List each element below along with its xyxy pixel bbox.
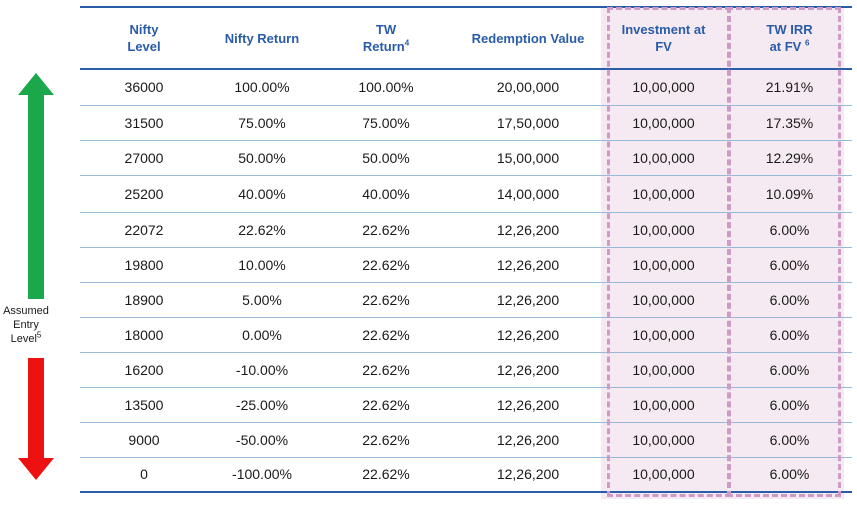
table-row: 13500 -25.00% 22.62% 12,26,200 10,00,000 6.00…: [80, 386, 852, 422]
down-arrow-icon: [18, 358, 54, 480]
header-row: Nifty Level Nifty Return TW Return4 Redemp…: [80, 6, 852, 70]
cell-tw-irr: 6.00%: [727, 211, 852, 247]
cell-tw-return: 100.00%: [358, 79, 414, 96]
cell-nifty-level: 13500: [80, 386, 208, 422]
cell-investment-fv: 10,00,000: [600, 281, 727, 317]
table-row: 25200 40.00% 40.00% 14,00,000 10,00,000 10.09…: [80, 174, 852, 212]
cell-investment-fv: 10,00,000: [600, 421, 727, 457]
cell-investment-fv: 10,00,000: [600, 139, 727, 175]
cell-tw-return: 22.62%: [316, 456, 456, 493]
cell-nifty-level: 36000: [124, 79, 164, 96]
cell-tw-return: 22.62%: [316, 351, 456, 387]
cell-tw-return: 22.62%: [316, 316, 456, 352]
cell-investment-fv: 10,00,000: [600, 316, 727, 352]
cell-redemption-value: 17,50,000: [456, 104, 600, 140]
investment-column-highlight: [607, 7, 731, 497]
cell-tw-irr: 6.00%: [727, 456, 852, 493]
header-nifty-level: Nifty Level: [80, 6, 208, 70]
up-arrow-icon: [18, 73, 54, 299]
cell-investment-fv: 10,00,000: [600, 246, 727, 282]
cell-investment-fv: 10,00,000: [600, 456, 727, 493]
cell-tw-irr: 6.00%: [727, 386, 852, 422]
cell-tw-irr: 21.91%: [765, 79, 814, 96]
cell-nifty-return: 75.00%: [208, 104, 316, 140]
cell-redemption-value: 12,26,200: [456, 351, 600, 387]
cell-investment-fv: 10,00,000: [600, 351, 727, 387]
table-row: 16200 -10.00% 22.62% 12,26,200 10,00,000 6.00…: [80, 351, 852, 387]
table-row: 31500 75.00% 75.00% 17,50,000 10,00,000 17.35…: [80, 104, 852, 140]
cell-nifty-return: 22.62%: [208, 211, 316, 247]
scenario-table: Nifty Level Nifty Return TW Return4 Redemp…: [80, 6, 852, 493]
cell-tw-return: 75.00%: [316, 104, 456, 140]
cell-redemption-value: 12,26,200: [456, 211, 600, 247]
cell-nifty-level: 16200: [80, 351, 208, 387]
cell-redemption-value: 12,26,200: [456, 281, 600, 317]
table-row: 19800 10.00% 22.62% 12,26,200 10,00,000 6.00%: [80, 246, 852, 282]
cell-tw-irr: 6.00%: [727, 246, 852, 282]
cell-nifty-level: 19800: [80, 246, 208, 282]
cell-redemption-value: 12,26,200: [456, 246, 600, 282]
cell-redemption-value: 15,00,000: [456, 139, 600, 175]
header-investment-fv: Investment at FV: [600, 6, 727, 70]
cell-nifty-return: -100.00%: [208, 456, 316, 493]
cell-investment-fv: 10,00,000: [632, 79, 695, 96]
cell-nifty-return: -50.00%: [208, 421, 316, 457]
header-redemption-value: Redemption Value: [456, 6, 600, 70]
cell-tw-return: 22.62%: [316, 386, 456, 422]
cell-redemption-value: 14,00,000: [456, 174, 600, 212]
cell-tw-irr: 6.00%: [727, 281, 852, 317]
cell-nifty-level: 27000: [80, 139, 208, 175]
cell-nifty-level: 22072: [80, 211, 208, 247]
header-tw-irr: TW IRR at FV 6: [727, 6, 852, 70]
cell-tw-return: 50.00%: [316, 139, 456, 175]
cell-tw-return: 22.62%: [316, 421, 456, 457]
assumed-entry-level-label: Assumed Entry Level5: [3, 305, 49, 345]
cell-nifty-level: 18900: [80, 281, 208, 317]
cell-tw-return: 22.62%: [316, 281, 456, 317]
cell-tw-return: 22.62%: [316, 211, 456, 247]
cell-nifty-return: -10.00%: [208, 351, 316, 387]
cell-nifty-return: 50.00%: [208, 139, 316, 175]
cell-nifty-level: 25200: [80, 174, 208, 212]
table-row: 0 -100.00% 22.62% 12,26,200 10,00,000 6.00%: [80, 456, 852, 493]
irr-column-highlight: [727, 7, 841, 497]
table-row: 18900 5.00% 22.62% 12,26,200 10,00,000 6.00%: [80, 281, 852, 317]
cell-tw-irr: 17.35%: [727, 104, 852, 140]
cell-investment-fv: 10,00,000: [600, 104, 727, 140]
cell-nifty-level: 0: [80, 456, 208, 493]
cell-nifty-return: 0.00%: [208, 316, 316, 352]
cell-nifty-return: 40.00%: [208, 174, 316, 212]
cell-redemption-value: 12,26,200: [456, 316, 600, 352]
table-row: 36000 100.00% 100.00% 20,00,000 10,00,000 21.…: [80, 69, 852, 105]
header-nifty-return: Nifty Return: [208, 6, 316, 70]
cell-nifty-return: 100.00%: [234, 79, 290, 96]
cell-tw-irr: 6.00%: [727, 421, 852, 457]
cell-redemption-value: 20,00,000: [496, 79, 560, 96]
cell-nifty-level: 18000: [80, 316, 208, 352]
cell-tw-return: 40.00%: [316, 174, 456, 212]
cell-tw-irr: 10.09%: [727, 174, 852, 212]
cell-nifty-return: -25.00%: [208, 386, 316, 422]
cell-nifty-level: 31500: [80, 104, 208, 140]
table-row: 18000 0.00% 22.62% 12,26,200 10,00,000 6.00%: [80, 316, 852, 352]
header-tw-return: TW Return4: [316, 6, 456, 70]
cell-investment-fv: 10,00,000: [600, 174, 727, 212]
cell-tw-irr: 6.00%: [727, 316, 852, 352]
table-row: 9000 -50.00% 22.62% 12,26,200 10,00,000 6.00%: [80, 421, 852, 457]
cell-nifty-level: 9000: [80, 421, 208, 457]
cell-nifty-return: 10.00%: [208, 246, 316, 282]
cell-redemption-value: 12,26,200: [456, 456, 600, 493]
table-row: 22072 22.62% 22.62% 12,26,200 10,00,000 6.00%: [80, 211, 852, 247]
cell-redemption-value: 12,26,200: [456, 421, 600, 457]
cell-investment-fv: 10,00,000: [600, 386, 727, 422]
cell-investment-fv: 10,00,000: [600, 211, 727, 247]
table-row: 27000 50.00% 50.00% 15,00,000 10,00,000 12.29…: [80, 139, 852, 175]
cell-tw-irr: 12.29%: [727, 139, 852, 175]
cell-redemption-value: 12,26,200: [456, 386, 600, 422]
cell-nifty-return: 5.00%: [208, 281, 316, 317]
cell-tw-return: 22.62%: [316, 246, 456, 282]
cell-tw-irr: 6.00%: [727, 351, 852, 387]
